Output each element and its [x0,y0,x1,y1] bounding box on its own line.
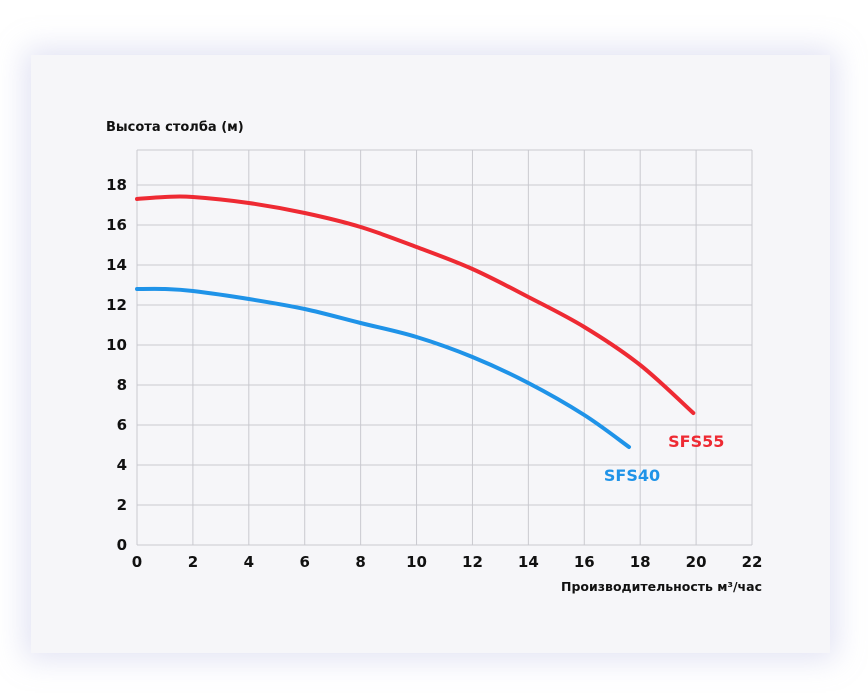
x-tick-label: 8 [355,553,365,571]
tick-labels: 0 2 4 6 8 10 12 14 16 18 0 2 4 6 8 10 12 14 16 18 20 22 [106,176,762,571]
series-label-sfs40: SFS40 [604,466,660,485]
y-tick-label: 18 [106,176,127,194]
x-tick-label: 10 [406,553,427,571]
chart-card [31,55,830,653]
y-tick-label: 2 [117,496,127,514]
series-labels: SFS55 SFS40 [604,432,725,485]
x-axis-label: Производительность м³/час [561,579,762,594]
y-tick-label: 8 [117,376,127,394]
x-tick-label: 0 [132,553,142,571]
y-tick-label: 0 [117,536,127,554]
y-tick-label: 4 [117,456,127,474]
x-tick-label: 6 [300,553,310,571]
x-tick-label: 12 [462,553,483,571]
series-line-sfs55 [135,194,696,415]
y-tick-label: 14 [106,256,127,274]
x-tick-label: 14 [518,553,539,571]
x-tick-label: 4 [244,553,254,571]
series-line-sfs40 [135,286,631,449]
y-tick-label: 16 [106,216,127,234]
grid [136,149,753,546]
y-tick-label: 6 [117,416,127,434]
x-tick-label: 22 [742,553,763,571]
series-label-sfs55: SFS55 [668,432,724,451]
y-tick-label: 10 [106,336,127,354]
x-tick-label: 20 [686,553,707,571]
x-tick-label: 18 [630,553,651,571]
y-tick-label: 12 [106,296,127,314]
x-tick-label: 16 [574,553,595,571]
y-axis-label: Высота столба (м) [106,120,244,135]
series-lines [135,194,696,449]
x-tick-label: 2 [188,553,198,571]
